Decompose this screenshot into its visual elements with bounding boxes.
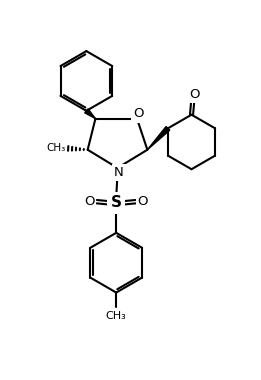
Text: O: O (138, 195, 148, 208)
Text: N: N (114, 166, 124, 179)
Polygon shape (85, 109, 96, 119)
Polygon shape (147, 127, 170, 150)
Text: O: O (84, 195, 95, 208)
Text: CH₃: CH₃ (47, 144, 66, 154)
Text: O: O (133, 108, 144, 120)
Text: S: S (111, 195, 122, 211)
Text: O: O (189, 88, 199, 101)
Text: CH₃: CH₃ (106, 311, 127, 321)
